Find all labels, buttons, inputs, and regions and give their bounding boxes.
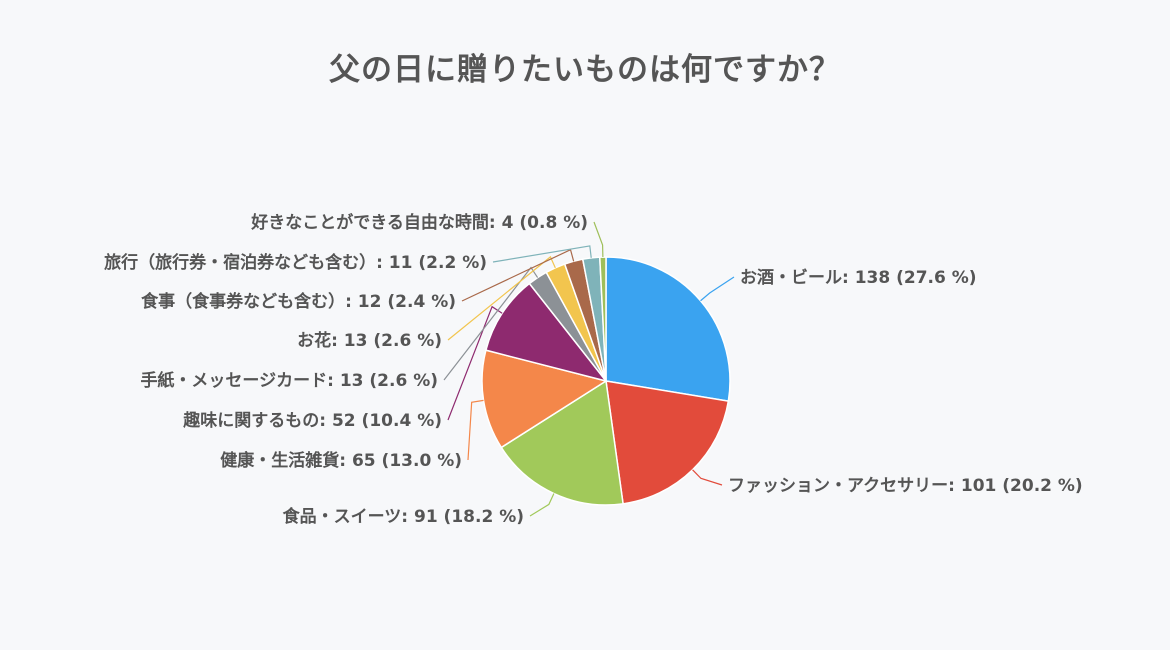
- leader-line: [529, 493, 555, 517]
- leader-line: [492, 245, 592, 263]
- chart-title: 父の日に贈りたいものは何ですか？: [329, 52, 841, 88]
- slice-label: お花: 13 (2.6 %): [297, 330, 442, 351]
- slice-label: 手紙・メッセージカード: 13 (2.6 %): [140, 370, 438, 391]
- slice-label: 食品・スイーツ: 91 (18.2 %): [283, 506, 524, 527]
- leader-line: [467, 399, 484, 461]
- pie-slice: [605, 380, 730, 505]
- leader-line: [447, 255, 556, 341]
- leader-line: [692, 469, 723, 486]
- leader-line: [593, 221, 604, 258]
- slice-label: 好きなことができる自由な時間: 4 (0.8 %): [250, 212, 588, 233]
- leader-line: [447, 305, 503, 421]
- slice-label: お酒・ビール: 138 (27.6 %): [740, 267, 977, 288]
- leader-line: [443, 266, 539, 381]
- slice-label: 食事（食事券なども含む）: 12 (2.4 %): [141, 291, 456, 312]
- pie-slice: [481, 349, 608, 449]
- pie-slice: [484, 282, 608, 383]
- leader-line: [700, 276, 735, 302]
- slice-label: ファッション・アクセサリー: 101 (20.2 %): [728, 476, 1083, 496]
- slice-label: 趣味に関するもの: 52 (10.4 %): [182, 410, 442, 431]
- slice-label: 健康・生活雑貨: 65 (13.0 %): [220, 450, 462, 471]
- slice-label: 旅行（旅行券・宿泊券なども含む）: 11 (2.2 %): [104, 252, 487, 273]
- pie-slice: [605, 256, 731, 403]
- pie-slice: [598, 256, 607, 382]
